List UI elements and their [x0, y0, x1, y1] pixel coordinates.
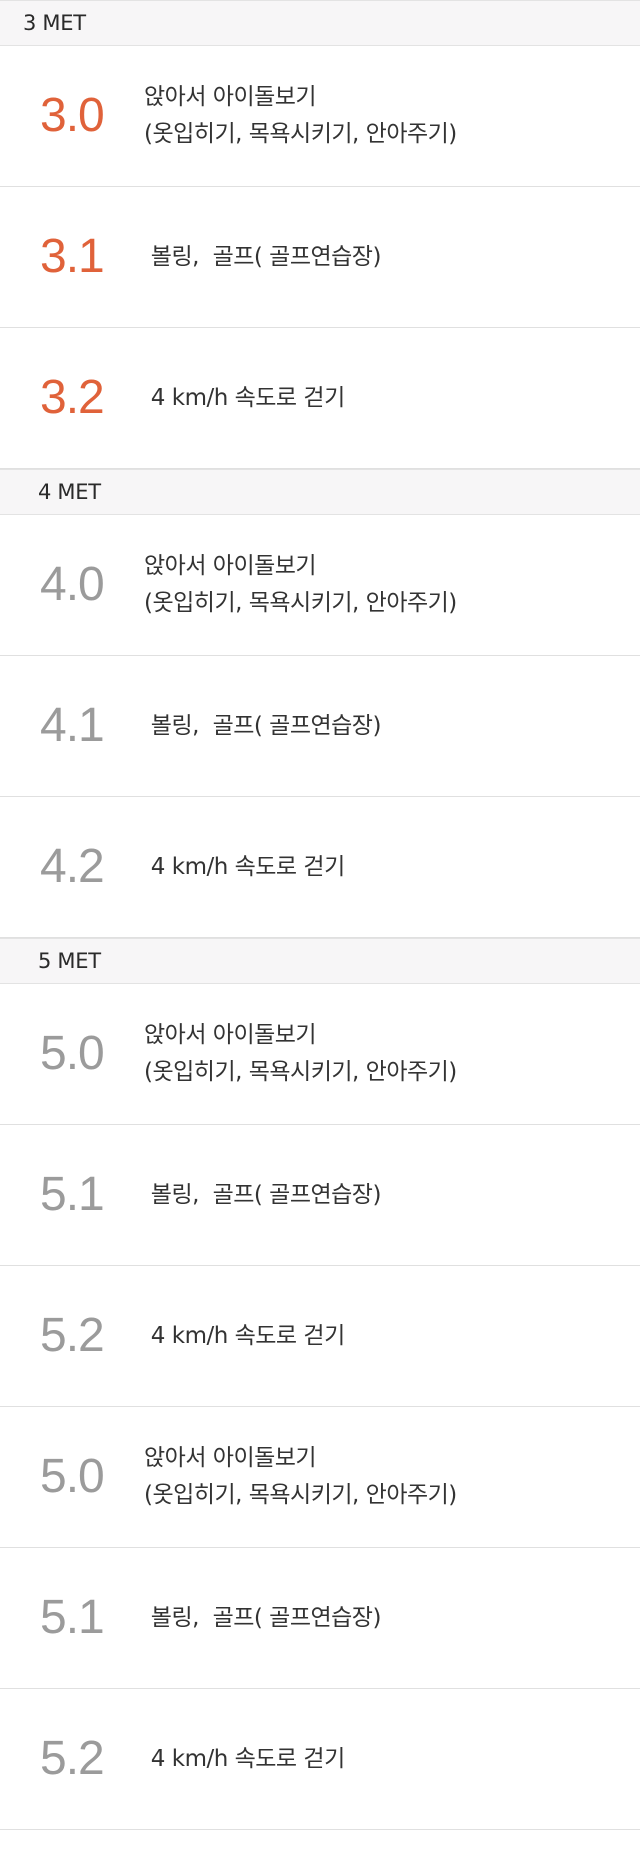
- list-item[interactable]: 5.1 볼링, 골프( 골프연습장): [0, 1125, 640, 1266]
- section-header-5-met: 5 MET: [0, 938, 640, 984]
- activity-description: 앉아서 아이돌보기 (옷입히기, 목욕시키기, 안아주기): [144, 548, 457, 622]
- met-value: 3.0: [40, 89, 105, 142]
- activity-line: 4 km/h 속도로 걷기: [144, 853, 345, 880]
- activity-description: 앉아서 아이돌보기 (옷입히기, 목욕시키기, 안아주기): [144, 1017, 457, 1091]
- list-item[interactable]: 5.0 앉아서 아이돌보기 (옷입히기, 목욕시키기, 안아주기): [0, 1407, 640, 1548]
- activity-description: 앉아서 아이돌보기 (옷입히기, 목욕시키기, 안아주기): [144, 1440, 457, 1514]
- met-value: 5.0: [40, 1450, 105, 1503]
- activity-description: 4 km/h 속도로 걷기: [144, 306, 345, 491]
- list-item[interactable]: 5.2 4 km/h 속도로 걷기: [0, 1266, 640, 1407]
- activity-line: 볼링, 골프( 골프연습장): [144, 1181, 382, 1208]
- activity-line: 앉아서 아이돌보기: [144, 1022, 317, 1048]
- activity-description: 4 km/h 속도로 걷기: [144, 1244, 345, 1429]
- list-item[interactable]: 5.2 4 km/h 속도로 걷기: [0, 1689, 640, 1830]
- met-value: 4.2: [40, 840, 105, 893]
- section-title: 5 MET: [38, 949, 101, 973]
- activity-line: (옷입히기, 목욕시키기, 안아주기): [144, 1059, 457, 1085]
- activity-description: 앉아서 아이돌보기 (옷입히기, 목욕시키기, 안아주기): [144, 79, 457, 153]
- met-value: 5.2: [40, 1309, 105, 1362]
- activity-line: 볼링, 골프( 골프연습장): [144, 243, 382, 270]
- section-header-4-met: 4 MET: [0, 469, 640, 515]
- activity-line: 볼링, 골프( 골프연습장): [144, 712, 382, 739]
- activity-line: (옷입히기, 목욕시키기, 안아주기): [144, 121, 457, 147]
- met-value: 5.1: [40, 1591, 105, 1644]
- met-value: 3.2: [40, 371, 105, 424]
- list-item[interactable]: 4.1 볼링, 골프( 골프연습장): [0, 656, 640, 797]
- activity-description: 볼링, 골프( 골프연습장): [144, 634, 382, 819]
- section-header-3-met: 3 MET: [0, 0, 640, 46]
- list-item[interactable]: 3.1 볼링, 골프( 골프연습장): [0, 187, 640, 328]
- list-item[interactable]: 5.0 앉아서 아이돌보기 (옷입히기, 목욕시키기, 안아주기): [0, 984, 640, 1125]
- met-value: 3.1: [40, 230, 105, 283]
- activity-line: 4 km/h 속도로 걷기: [144, 1322, 345, 1349]
- activity-description: 4 km/h 속도로 걷기: [144, 775, 345, 960]
- met-value: 5.2: [40, 1732, 105, 1785]
- activity-description: 볼링, 골프( 골프연습장): [144, 165, 382, 350]
- activity-line: (옷입히기, 목욕시키기, 안아주기): [144, 1482, 457, 1508]
- list-item[interactable]: 4.2 4 km/h 속도로 걷기: [0, 797, 640, 938]
- activity-line: 앉아서 아이돌보기: [144, 1445, 317, 1471]
- met-value: 4.1: [40, 699, 105, 752]
- section-title: 4 MET: [38, 480, 101, 504]
- activity-line: 4 km/h 속도로 걷기: [144, 1745, 345, 1772]
- list-item[interactable]: 4.0 앉아서 아이돌보기 (옷입히기, 목욕시키기, 안아주기): [0, 515, 640, 656]
- activity-description: 4 km/h 속도로 걷기: [144, 1667, 345, 1852]
- list-item[interactable]: 3.0 앉아서 아이돌보기 (옷입히기, 목욕시키기, 안아주기): [0, 46, 640, 187]
- activity-line: 앉아서 아이돌보기: [144, 84, 317, 110]
- list-item[interactable]: 5.1 볼링, 골프( 골프연습장): [0, 1548, 640, 1689]
- activity-description: 볼링, 골프( 골프연습장): [144, 1526, 382, 1711]
- activity-line: 앉아서 아이돌보기: [144, 553, 317, 579]
- section-title: 3 MET: [23, 11, 86, 35]
- met-value: 5.1: [40, 1168, 105, 1221]
- activity-line: 4 km/h 속도로 걷기: [144, 384, 345, 411]
- activity-description: 볼링, 골프( 골프연습장): [144, 1103, 382, 1288]
- activity-line: 볼링, 골프( 골프연습장): [144, 1604, 382, 1631]
- activity-line: (옷입히기, 목욕시키기, 안아주기): [144, 590, 457, 616]
- met-value: 4.0: [40, 558, 105, 611]
- list-item[interactable]: 3.2 4 km/h 속도로 걷기: [0, 328, 640, 469]
- met-value: 5.0: [40, 1027, 105, 1080]
